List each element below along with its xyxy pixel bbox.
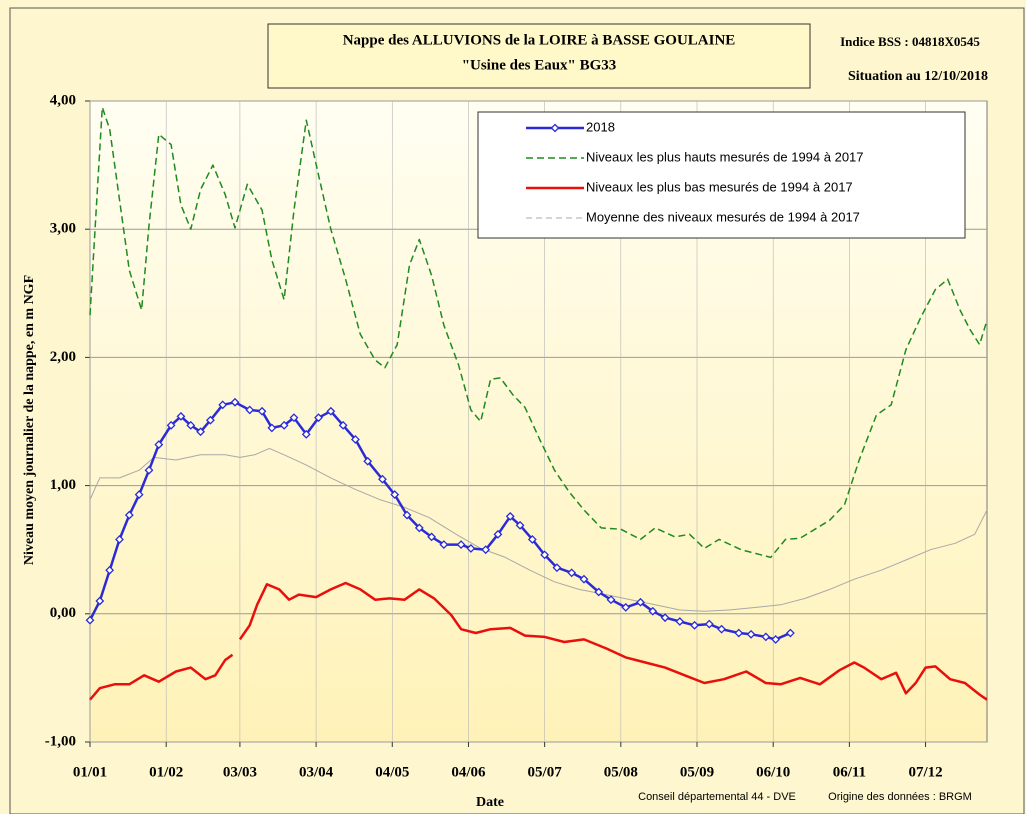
data-point (594, 587, 604, 597)
data-point (350, 435, 360, 444)
data-point (621, 602, 631, 612)
data-point (134, 490, 144, 499)
legend-label: 2018 (586, 119, 615, 134)
x-tick-label: 01/02 (149, 764, 183, 780)
data-point (527, 535, 537, 544)
data-point (257, 406, 267, 416)
legend: 2018 Niveaux les plus hauts mesurés de 19… (477, 111, 966, 239)
data-point (124, 510, 134, 520)
data-point (115, 535, 124, 544)
y-tick-label: 1,00 (50, 477, 76, 493)
data-point (704, 619, 714, 629)
x-tick-label: 07/12 (908, 764, 942, 780)
data-point (414, 523, 424, 533)
x-tick-label: 06/11 (833, 764, 866, 780)
data-point (761, 632, 771, 642)
x-tick-label: 06/10 (756, 764, 790, 780)
legend-label: Niveaux les plus bas mesurés de 1994 à 2… (586, 179, 853, 194)
data-point (690, 620, 699, 630)
data-point (144, 465, 154, 475)
data-point (218, 400, 228, 410)
data-point (746, 629, 756, 639)
x-tick-label: 01/01 (73, 764, 107, 780)
data-point (734, 628, 744, 638)
data-point (105, 565, 115, 575)
data-point (771, 635, 781, 644)
x-tick-label: 03/04 (299, 764, 334, 780)
legend-marker (550, 123, 560, 133)
series (85, 106, 988, 701)
situation-date: Situation au 12/10/2018 (848, 69, 988, 84)
data-point (154, 440, 164, 449)
data-point (402, 510, 412, 520)
data-point (505, 511, 515, 521)
series-line (89, 581, 988, 701)
data-point (648, 606, 658, 616)
credit: Origine des données : BRGM (828, 791, 972, 803)
data-point (493, 529, 503, 539)
x-tick-label: 05/07 (528, 764, 563, 780)
data-point (675, 617, 685, 626)
y-tick-label: 3,00 (50, 221, 76, 237)
y-tick-label: -1,00 (45, 733, 76, 749)
data-point (301, 429, 311, 439)
data-point (540, 550, 550, 560)
data-point (245, 405, 255, 415)
y-tick-label: 2,00 (50, 349, 76, 365)
data-point (390, 490, 400, 499)
data-point (456, 540, 466, 549)
y-tick-label: 4,00 (50, 92, 76, 108)
data-point (660, 613, 670, 623)
data-point (196, 427, 206, 437)
chart-subtitle: "Usine des Eaux" BG33 (462, 57, 617, 73)
data-point (186, 420, 196, 430)
data-point (314, 413, 323, 423)
y-tick-label: 0,00 (50, 605, 76, 621)
x-tick-label: 03/03 (223, 764, 257, 780)
data-point (363, 456, 373, 466)
grid: -1,00 0,00 1,00 2,00 3,00 4,00 01/01 01/02 03/03… (45, 92, 987, 780)
data-point (439, 540, 449, 549)
data-point (267, 423, 277, 433)
data-point (279, 420, 289, 430)
y-axis-label: Niveau moyen journalier de la nappe, en … (22, 275, 37, 565)
data-point (636, 597, 645, 607)
data-point (466, 543, 476, 553)
x-tick-label: 04/05 (375, 764, 409, 780)
legend-label: Moyenne des niveaux mesurés de 1994 à 20… (586, 209, 860, 224)
data-point (427, 532, 437, 542)
credit: Conseil départemental 44 - DVE (638, 791, 796, 803)
x-tick-label: 05/08 (604, 764, 638, 780)
x-axis-label: Date (476, 795, 504, 810)
data-point (289, 413, 299, 423)
data-point (579, 574, 589, 584)
station-id: Indice BSS : 04818X0545 (840, 34, 980, 49)
data-point (205, 415, 215, 425)
data-point (785, 628, 795, 638)
data-point (515, 520, 525, 530)
data-point (95, 596, 105, 606)
data-point (481, 545, 491, 555)
title-box (267, 23, 811, 89)
legend-box (477, 111, 966, 239)
x-tick-label: 05/09 (680, 764, 714, 780)
chart-title: Nappe des ALLUVIONS de la LOIRE à BASSE … (343, 32, 736, 48)
data-point (326, 406, 336, 416)
data-point (717, 624, 727, 634)
data-point (567, 568, 577, 578)
legend-label: Niveaux les plus hauts mesurés de 1994 à… (586, 149, 864, 164)
data-point (606, 595, 616, 605)
series-line (88, 401, 791, 641)
data-point (85, 615, 95, 625)
data-point (552, 563, 562, 573)
series-line (89, 447, 988, 612)
data-point (378, 474, 387, 484)
data-point (230, 397, 240, 407)
data-point (176, 411, 186, 421)
data-point (338, 420, 348, 430)
data-point (166, 420, 176, 430)
x-tick-label: 04/06 (451, 764, 486, 780)
